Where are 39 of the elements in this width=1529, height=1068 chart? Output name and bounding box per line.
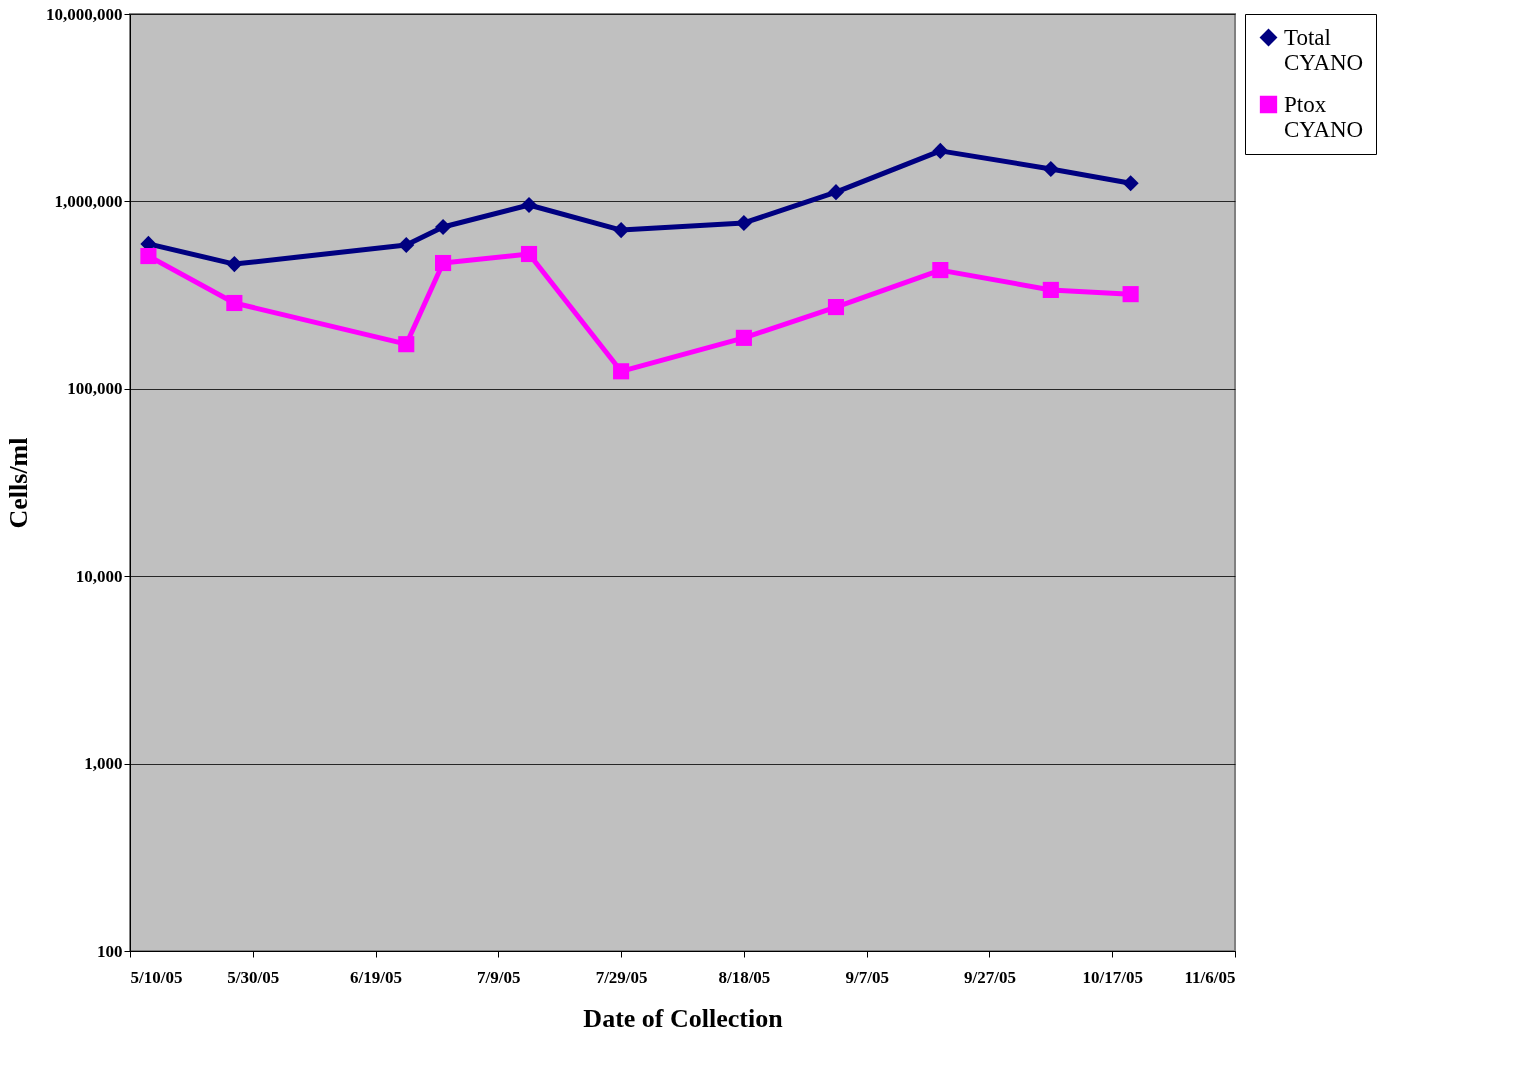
point bbox=[932, 142, 949, 159]
point bbox=[398, 336, 415, 353]
legend-label: Ptox CYANO bbox=[1284, 91, 1364, 142]
point bbox=[520, 245, 538, 263]
x-tick-label: 10/17/05 bbox=[1082, 967, 1143, 987]
point bbox=[435, 218, 452, 236]
x-tick-label: 11/6/05 bbox=[1184, 967, 1236, 987]
point bbox=[827, 184, 845, 201]
y-tick-label: 1,000,000 bbox=[54, 191, 123, 211]
x-tick-label: 9/27/05 bbox=[963, 967, 1016, 987]
point bbox=[827, 299, 845, 316]
point bbox=[435, 254, 452, 272]
point bbox=[398, 236, 415, 254]
x-axis-title: Date of Collection bbox=[583, 1003, 784, 1033]
y-tick-label: 100 bbox=[97, 941, 123, 961]
point bbox=[226, 294, 243, 312]
y-tick-label: 10,000 bbox=[75, 566, 123, 586]
x-tick-label: 5/30/05 bbox=[227, 967, 280, 987]
point bbox=[1122, 175, 1139, 192]
point bbox=[1122, 286, 1139, 303]
x-tick-label: 7/9/05 bbox=[477, 967, 521, 987]
point bbox=[520, 196, 538, 214]
x-tick-label: 9/7/05 bbox=[845, 967, 889, 987]
x-tick-label: 7/29/05 bbox=[595, 967, 648, 987]
y-axis-title: Cells/ml bbox=[4, 437, 33, 529]
legend-label: Total CYANO bbox=[1284, 24, 1364, 75]
point bbox=[932, 262, 949, 279]
point bbox=[613, 363, 630, 380]
x-tick-label: 5/10/05 bbox=[130, 967, 183, 987]
point bbox=[1042, 281, 1059, 298]
point bbox=[735, 329, 752, 346]
point bbox=[140, 247, 157, 265]
y-tick-label: 100,000 bbox=[67, 379, 123, 399]
point bbox=[1042, 160, 1059, 178]
y-tick-label: 1,000 bbox=[84, 754, 123, 774]
y-tick-label: 10,000,000 bbox=[46, 4, 123, 24]
x-tick-label: 8/18/05 bbox=[718, 967, 771, 987]
x-tick-label: 6/19/05 bbox=[350, 967, 403, 987]
point bbox=[226, 256, 243, 273]
